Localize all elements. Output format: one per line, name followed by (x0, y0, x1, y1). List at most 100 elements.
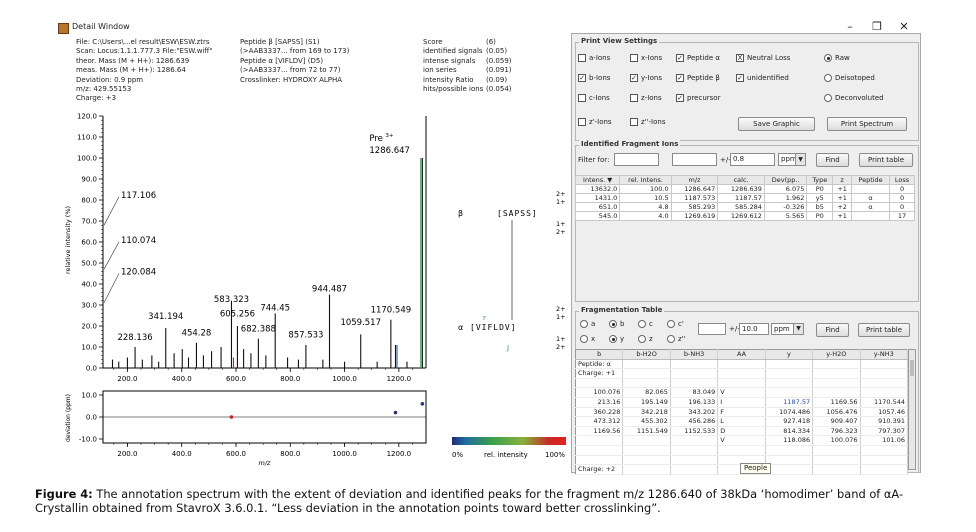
radio-dot[interactable] (824, 94, 832, 102)
save-graphic-button[interactable]: Save Graphic (738, 117, 815, 131)
checkbox-box[interactable] (630, 54, 638, 62)
checkbox-box[interactable] (578, 118, 586, 126)
checkbox-neutral-loss[interactable]: X Neutral Loss (736, 54, 790, 62)
checkbox-box[interactable]: ✓ (578, 74, 586, 82)
column-header[interactable]: calc. (717, 175, 765, 185)
ion-radio-b[interactable]: b (609, 320, 624, 328)
table-row[interactable]: 1431.0 10.5 1187.573 1187.57 1.962 y5 +1 α 0 (574, 193, 915, 203)
column-header[interactable]: Intens. ▼ (574, 175, 621, 185)
ion-radio-z[interactable]: z (638, 335, 653, 343)
checkbox-z-ions[interactable]: z''-Ions (630, 118, 665, 126)
checkbox-peptide-α[interactable]: ✓ Peptide α (676, 54, 720, 62)
frag-find-button[interactable]: Find (816, 323, 849, 337)
column-header[interactable]: Type (806, 175, 834, 185)
radio-dot[interactable] (609, 320, 617, 328)
frag-filter-input[interactable] (698, 323, 726, 335)
column-header[interactable]: b-NH3 (670, 349, 719, 360)
frag-print-table-button[interactable]: Print table (858, 323, 910, 337)
table-row[interactable]: 651.0 4.8 585.293 585.284 -0.326 b5 +2 α 0 (574, 202, 915, 212)
close-button[interactable]: ✕ (899, 20, 909, 33)
find-button[interactable]: Find (816, 153, 849, 167)
ion-radio-x[interactable]: x (580, 335, 595, 343)
table-row[interactable]: 13632.0 100.0 1286.647 1286.639 6.075 P0 +1 0 (574, 184, 915, 194)
radio-dot[interactable] (609, 335, 617, 343)
ion-radio-c[interactable]: c (638, 320, 653, 328)
ion-radio-zpp[interactable]: z'' (667, 335, 686, 343)
checkbox-peptide-β[interactable]: ✓ Peptide β (676, 74, 720, 82)
checkbox-b-ions[interactable]: ✓ b-Ions (578, 74, 610, 82)
ion-radio-a[interactable]: a (580, 320, 595, 328)
table-row[interactable]: 545.0 4.0 1269.619 1269.612 5.565 P0 +1 17 (574, 211, 915, 221)
column-header[interactable]: b (575, 349, 624, 360)
table-row[interactable]: Charge: +1 (575, 368, 909, 379)
table-row[interactable]: 213.16 195.149 196.133 I 1187.57 1169.56 1170.… (575, 397, 909, 408)
radio-dot[interactable] (824, 54, 832, 62)
ion-radio-cp[interactable]: c' (667, 320, 684, 328)
checkbox-box[interactable]: ✓ (736, 74, 744, 82)
column-header[interactable]: y (765, 349, 814, 360)
unit-select[interactable]: ppm ▼ (778, 153, 806, 166)
column-header[interactable]: Loss (889, 175, 915, 185)
y-tick-label: 10.0 (81, 344, 97, 352)
radio-dot[interactable] (580, 320, 588, 328)
checkbox-box[interactable] (630, 94, 638, 102)
radio-deisotoped[interactable]: Deisotoped (824, 74, 875, 82)
table-row[interactable]: 100.076 82.065 83.049 V (575, 387, 909, 398)
radio-dot[interactable] (638, 335, 646, 343)
column-header[interactable]: rel. Intens. (619, 175, 672, 185)
checkbox-box[interactable] (630, 118, 638, 126)
column-header[interactable]: AA (717, 349, 766, 360)
table-cell (812, 464, 861, 475)
frag-scrollbar[interactable] (908, 349, 916, 470)
print-table-button[interactable]: Print table (859, 153, 913, 167)
checkbox-box[interactable]: ✓ (676, 94, 684, 102)
ion-radio-y[interactable]: y (609, 335, 624, 343)
column-header[interactable]: b-H2O (622, 349, 671, 360)
table-row[interactable] (575, 455, 909, 466)
maximize-button[interactable]: ❐ (872, 20, 882, 33)
table-row[interactable] (575, 378, 909, 389)
table-row[interactable]: V 118.086 100.076 101.06 (575, 435, 909, 446)
checkbox-precursor[interactable]: ✓ precursor (676, 94, 720, 102)
frag-tolerance-input[interactable]: 10.0 (739, 323, 769, 335)
scroll-thumb[interactable] (910, 360, 914, 376)
radio-dot[interactable] (638, 320, 646, 328)
table-row[interactable]: Peptide: α (575, 359, 909, 370)
column-header[interactable]: m/z (670, 175, 719, 185)
checkbox-box[interactable]: ✓ (630, 74, 638, 82)
checkbox-z-ions[interactable]: z'-Ions (578, 118, 612, 126)
filter-input-2[interactable] (672, 153, 717, 166)
column-header[interactable]: y-NH3 (860, 349, 909, 360)
radio-dot[interactable] (580, 335, 588, 343)
checkbox-y-ions[interactable]: ✓ y-Ions (630, 74, 662, 82)
checkbox-box[interactable] (578, 94, 586, 102)
table-row[interactable] (575, 445, 909, 456)
radio-raw[interactable]: Raw (824, 54, 850, 62)
checkbox-a-ions[interactable]: a-Ions (578, 54, 610, 62)
column-header[interactable]: Dev(pp.. (763, 175, 808, 185)
checkbox-unidentified[interactable]: ✓ unidentified (736, 74, 789, 82)
radio-dot[interactable] (667, 320, 675, 328)
filter-input[interactable] (614, 153, 659, 166)
column-header[interactable]: y-H2O (812, 349, 861, 360)
radio-dot[interactable] (667, 335, 675, 343)
table-row[interactable]: 473.312 455.302 456.286 L 927.418 909.407 910.… (575, 416, 909, 427)
checkbox-box[interactable]: ✓ (676, 74, 684, 82)
column-header[interactable]: Peptide (851, 175, 891, 185)
minimize-button[interactable]: – (847, 20, 853, 33)
checkbox-z-ions[interactable]: z-Ions (630, 94, 662, 102)
print-spectrum-button[interactable]: Print Spectrum (827, 117, 907, 131)
table-row[interactable]: Charge: +2 (575, 464, 909, 475)
radio-dot[interactable] (824, 74, 832, 82)
table-row[interactable]: 1169.56 1151.549 1152.533 D 814.334 796.323 79… (575, 426, 909, 437)
checkbox-box[interactable] (578, 54, 586, 62)
tolerance-input[interactable]: 0.8 (730, 153, 775, 166)
checkbox-c-ions[interactable]: c-Ions (578, 94, 610, 102)
checkbox-box[interactable]: X (736, 54, 744, 62)
checkbox-box[interactable]: ✓ (676, 54, 684, 62)
frag-unit-select[interactable]: ppm ▼ (771, 323, 804, 335)
radio-deconvoluted[interactable]: Deconvoluted (824, 94, 884, 102)
column-header[interactable]: z (832, 175, 853, 185)
checkbox-x-ions[interactable]: x-Ions (630, 54, 662, 62)
table-row[interactable]: 360.228 342.218 343.202 F 1074.486 1056.476 10… (575, 407, 909, 418)
